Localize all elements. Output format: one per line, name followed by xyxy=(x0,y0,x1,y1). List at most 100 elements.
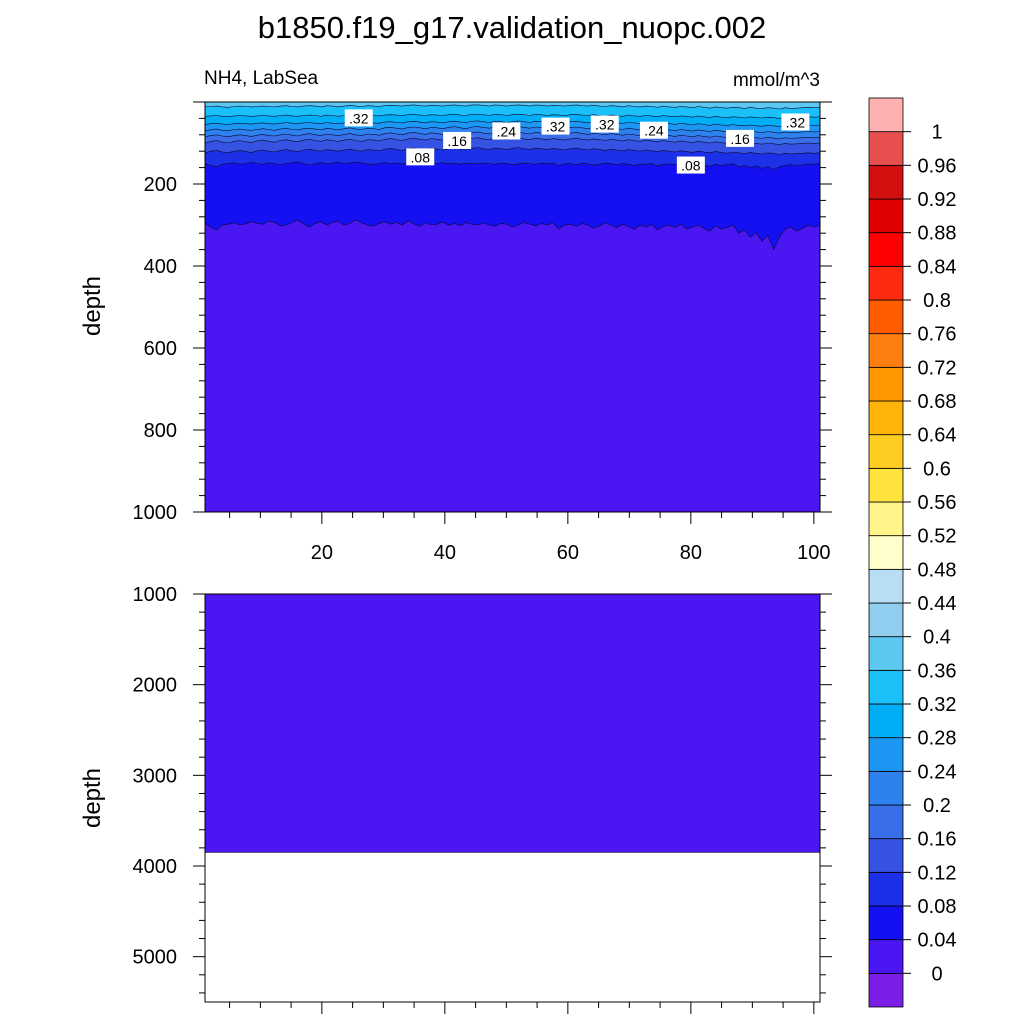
contour-label-box xyxy=(676,156,705,174)
colorbar-tick-label: 0.4 xyxy=(923,627,951,649)
colorbar-box xyxy=(868,265,904,301)
lower-y-axis-label: depth xyxy=(79,768,106,828)
upper-frame xyxy=(204,101,821,513)
colorbar-box xyxy=(868,198,904,234)
contour-label: .08 xyxy=(406,148,435,166)
colorbar-box xyxy=(868,434,904,469)
lower-depth-panel: 1000 2000 3000 4000 5000 xyxy=(133,584,832,1014)
contour-label-box xyxy=(781,113,810,131)
contour-label: .16 xyxy=(726,129,755,147)
lower-y-tick-label: 2000 xyxy=(133,675,178,697)
colorbar-box xyxy=(868,939,904,974)
colorbar-tick-label: 0.84 xyxy=(918,256,957,278)
contour-label-text: .32 xyxy=(595,117,615,133)
colorbar-box xyxy=(868,97,904,133)
contour-label-text: .32 xyxy=(786,115,806,131)
units-label: mmol/m^3 xyxy=(733,70,820,91)
colorbar-tick-label: 0.6 xyxy=(923,458,951,480)
contour-label: .32 xyxy=(344,109,373,127)
colorbar-tick-label: 0.08 xyxy=(918,896,957,918)
colorbar-tick-label: 0.16 xyxy=(918,829,957,851)
colorbar-box xyxy=(868,467,904,503)
contour-label-text: .08 xyxy=(681,158,701,174)
colorbar-tick-label: 0.76 xyxy=(918,324,957,346)
colorbar-tick-label: 0.56 xyxy=(918,492,957,514)
colorbar-tick-label: 0.32 xyxy=(918,694,957,716)
contour-label: .16 xyxy=(443,131,472,149)
colorbar-tick-label: 0.52 xyxy=(918,526,957,548)
band-fill-0p36 xyxy=(204,101,821,110)
lower-frame xyxy=(204,593,821,1003)
contour-label-text: .08 xyxy=(411,149,431,165)
contour-label-box xyxy=(726,129,755,147)
colorbar-box xyxy=(868,804,904,840)
colorbar-tick-label: 0.04 xyxy=(918,930,957,952)
lower-y-tick-label: 5000 xyxy=(133,947,178,969)
colorbar-tick-label: 0.36 xyxy=(918,660,957,682)
lower-y-tick-label: 4000 xyxy=(133,856,178,878)
colorbar-box xyxy=(868,871,904,907)
upper-x-tick-label: 60 xyxy=(557,542,579,564)
colorbar-tick-label: 0.68 xyxy=(918,391,957,413)
colorbar-tick-label: 0.92 xyxy=(918,189,957,211)
lower-y-tick-label: 1000 xyxy=(133,584,178,606)
colorbar-tick-label: 0.72 xyxy=(918,357,957,379)
colorbar-tick-label: 0.28 xyxy=(918,728,957,750)
contour-label-text: .32 xyxy=(546,119,566,135)
colorbar-box xyxy=(868,737,904,772)
colorbar-box xyxy=(868,232,904,267)
colorbar-tick-label: 0.2 xyxy=(923,795,951,817)
contour-label-box xyxy=(443,131,472,149)
upper-y-tick-label: 800 xyxy=(144,420,177,442)
colorbar-box xyxy=(868,838,904,873)
contour-label: .32 xyxy=(781,113,810,131)
contour-label-box xyxy=(344,109,373,127)
contour-label-text: .24 xyxy=(497,124,517,140)
colorbar: 0 0.04 0.08 0.12 0.16 0.2 0.24 0.28 0.32 0.36 0.4 0… xyxy=(868,97,957,1008)
upper-y-tick-label: 600 xyxy=(144,338,177,360)
upper-y-axis-label: depth xyxy=(79,276,106,336)
upper-x-tick-label: 80 xyxy=(680,542,702,564)
upper-x-tick-label: 100 xyxy=(797,542,830,564)
contour-label-box xyxy=(541,117,570,135)
colorbar-tick-label: 0.8 xyxy=(923,290,951,312)
colorbar-tick-label: 0.64 xyxy=(918,425,957,447)
colorbar-box xyxy=(868,703,904,739)
contour-label-text: .16 xyxy=(447,133,467,149)
contour-label: .32 xyxy=(541,117,570,135)
colorbar-tick-label: 0.44 xyxy=(918,593,957,615)
colorbar-tick-label: 0.24 xyxy=(918,761,957,783)
contour-label-box xyxy=(590,115,619,133)
colorbar-tick-label: 0 xyxy=(931,963,942,985)
upper-depth-panel: .32 .16 .08 .24 .32 .32 .24 .08 .16 .32 200 400 600 8… xyxy=(133,101,832,564)
contour-label: .24 xyxy=(492,122,521,140)
upper-y-tick-label: 400 xyxy=(144,256,177,278)
colorbar-box xyxy=(868,299,904,335)
colorbar-box xyxy=(868,602,904,638)
lower-band-fill-0 xyxy=(205,594,820,853)
colorbar-box xyxy=(868,501,904,537)
contour-label-box xyxy=(406,148,435,166)
colorbar-box xyxy=(868,568,904,604)
contour-label-text: .32 xyxy=(349,110,369,126)
colorbar-box xyxy=(868,972,904,1008)
contour-label-box xyxy=(639,121,668,139)
contour-label: .32 xyxy=(590,115,619,133)
colorbar-tick-label: 0.96 xyxy=(918,155,957,177)
colorbar-box xyxy=(868,905,904,941)
lower-y-tick-label: 3000 xyxy=(133,765,178,787)
colorbar-tick-label: 1 xyxy=(931,122,942,144)
variable-region-label: NH4, LabSea xyxy=(204,68,319,89)
contour-label-text: .16 xyxy=(730,131,750,147)
contour-label-text: .24 xyxy=(644,123,664,139)
colorbar-box xyxy=(868,366,904,402)
chart-title: b1850.f19_g17.validation_nuopc.002 xyxy=(258,10,767,45)
colorbar-box xyxy=(868,131,904,166)
colorbar-box xyxy=(868,669,904,705)
colorbar-tick-label: 0.12 xyxy=(918,862,957,884)
contour-label: .24 xyxy=(639,121,668,139)
colorbar-tick-label: 0.88 xyxy=(918,223,957,245)
colorbar-tick-label: 0.48 xyxy=(918,559,957,581)
colorbar-box xyxy=(868,770,904,806)
colorbar-box xyxy=(868,636,904,671)
